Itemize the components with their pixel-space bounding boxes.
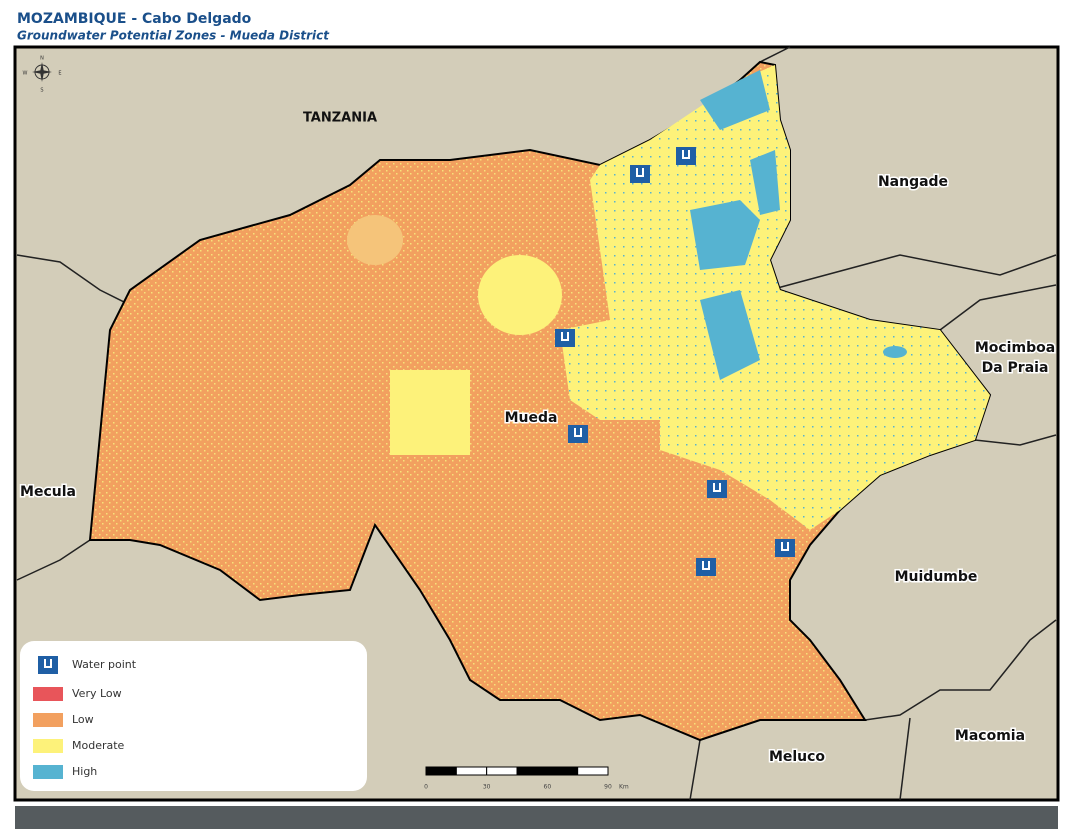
place-label: Macomia <box>955 728 1025 744</box>
place-label: TANZANIA <box>303 111 377 126</box>
scale-segment <box>577 766 609 776</box>
legend-label: Moderate <box>72 739 125 752</box>
legend-swatch <box>33 687 63 701</box>
place-label: Muidumbe <box>895 569 978 585</box>
title: MOZAMBIQUE - Cabo Delgado <box>17 11 252 27</box>
zone-moderate <box>560 65 990 530</box>
legend-label: High <box>72 765 97 778</box>
place-label: Mecula <box>20 484 76 500</box>
place-label: Nangade <box>878 174 948 190</box>
place-label: Mueda <box>505 410 558 426</box>
legend-swatch <box>33 765 63 779</box>
legend-label: Very Low <box>72 687 122 700</box>
compass-s: S <box>40 88 43 94</box>
scale-segment <box>425 766 457 776</box>
zone-moderate <box>347 215 403 265</box>
scale-tick-label: 0 <box>424 784 428 791</box>
legend-label: Water point <box>72 658 137 671</box>
place-label: Da Praia <box>982 360 1049 376</box>
scale-tick-label: 90 <box>604 784 612 791</box>
legend-box <box>20 641 367 791</box>
compass-w: W <box>23 71 28 77</box>
zone-high <box>690 70 907 380</box>
scale-tick-label: 60 <box>544 784 552 791</box>
scale-tick-label: 30 <box>483 784 491 791</box>
zone-moderate <box>478 255 562 335</box>
legend-label: Low <box>72 713 94 726</box>
boundaries <box>16 46 1057 801</box>
subtitle: Groundwater Potential Zones - Mueda Dist… <box>17 29 330 43</box>
scale-unit: Km <box>619 784 629 791</box>
footer-bar <box>15 806 1058 829</box>
legend-swatch <box>33 739 63 753</box>
scale-segment <box>516 766 548 776</box>
scale-segment <box>455 766 488 776</box>
compass-n: N <box>40 56 44 62</box>
legend-symbol <box>37 655 59 675</box>
place-label: Meluco <box>769 749 825 765</box>
scale-segment <box>546 766 579 776</box>
compass: N E S W <box>23 56 62 94</box>
place-label: Mocimboa <box>975 340 1055 356</box>
legend-swatch <box>33 713 63 727</box>
compass-e: E <box>58 71 61 77</box>
scale-segment <box>486 766 518 776</box>
zone-moderate <box>390 370 470 455</box>
